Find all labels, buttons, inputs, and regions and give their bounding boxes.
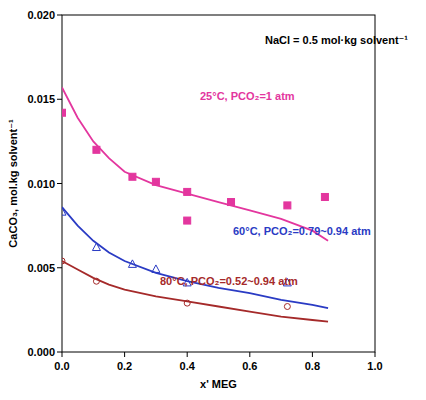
x-tick-label: 0.2 <box>117 360 132 372</box>
y-tick-label: 0.000 <box>27 346 55 358</box>
y-tick-label: 0.020 <box>27 9 55 21</box>
x-tick <box>62 352 63 357</box>
y-axis-label: CaCO₃, mol.kg solvent⁻¹ <box>7 119 19 248</box>
x-tick-label: 0.6 <box>242 360 257 372</box>
x-tick-label: 0.4 <box>180 360 196 372</box>
y-tick-label: 0.010 <box>27 178 55 190</box>
point <box>321 193 328 200</box>
plot-frame <box>62 15 375 352</box>
point <box>284 202 291 209</box>
series-label: 80°C, PCO₂=0.52~0.94 atm <box>160 275 298 287</box>
series-label: 25°C, PCO₂=1 atm <box>200 90 295 102</box>
point <box>62 258 65 264</box>
point <box>128 260 136 268</box>
y-tick-label: 0.015 <box>27 93 55 105</box>
series-label: 60°C, PCO₂=0.79~0.94 atm <box>233 225 371 237</box>
point <box>284 304 290 310</box>
point <box>228 199 235 206</box>
y-tick <box>57 99 62 100</box>
fit-line <box>62 87 328 240</box>
point <box>62 109 66 116</box>
plot-marks <box>62 87 328 321</box>
x-tick <box>312 352 313 357</box>
point <box>184 300 190 306</box>
y-tick <box>57 183 62 184</box>
y-tick <box>57 15 62 16</box>
point <box>184 217 191 224</box>
y-tick-label: 0.005 <box>27 262 55 274</box>
fit-line <box>62 261 328 322</box>
x-tick <box>187 352 188 357</box>
point <box>93 146 100 153</box>
point <box>62 208 66 216</box>
point <box>184 188 191 195</box>
annotation: NaCl = 0.5 mol·kg solvent⁻¹ <box>265 34 408 46</box>
point <box>152 265 160 273</box>
x-tick <box>249 352 250 357</box>
x-tick-label: 0.0 <box>54 360 69 372</box>
x-tick-label: 1.0 <box>367 360 382 372</box>
point <box>93 278 99 284</box>
x-tick-label: 0.8 <box>305 360 320 372</box>
point <box>92 243 100 251</box>
y-tick <box>57 267 62 268</box>
x-tick <box>124 352 125 357</box>
point <box>129 173 136 180</box>
fit-line <box>62 207 328 308</box>
y-tick <box>57 352 62 353</box>
x-axis-label: x' MEG <box>200 378 237 390</box>
chart: 0.0 0.2 0.4 0.6 0.8 1.0 0.000 0.005 0.010 0.015 0.… <box>0 0 426 400</box>
point <box>152 178 159 185</box>
x-tick <box>375 352 376 357</box>
